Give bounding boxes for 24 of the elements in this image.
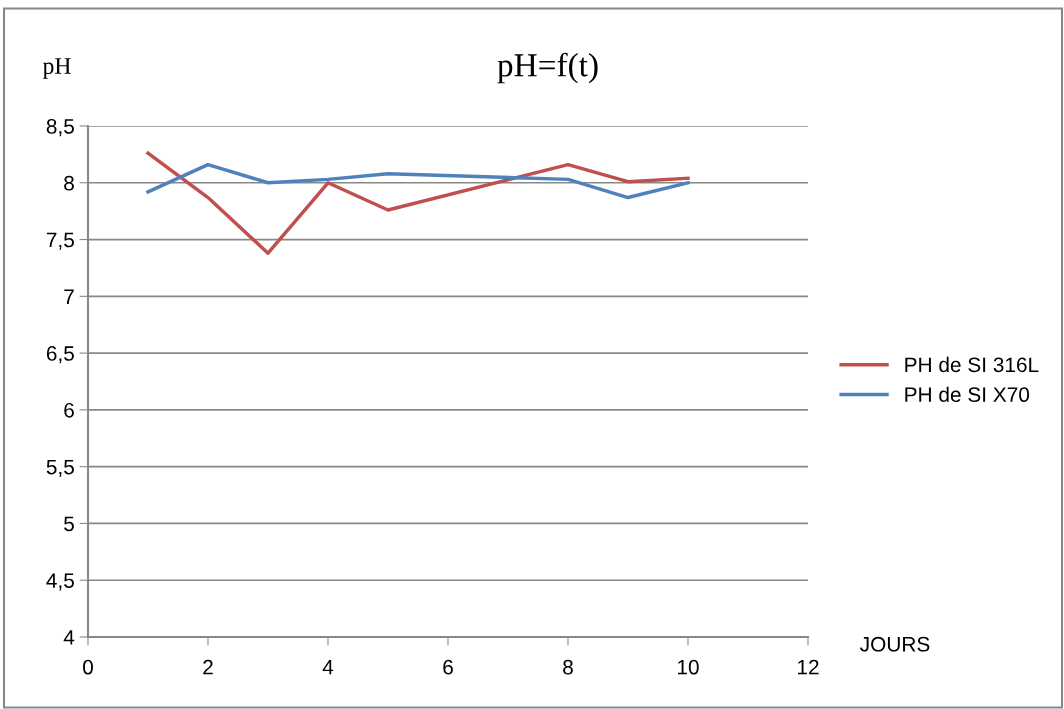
x-axis-title: JOURS — [860, 636, 930, 652]
x-tick-label: 12 — [798, 659, 819, 675]
x-tick-label: 10 — [678, 659, 699, 675]
legend-label: PH de SI X70 — [905, 386, 1030, 403]
y-axis-title: pH — [42, 58, 71, 79]
y-tick-label: 6,5 — [46, 346, 74, 364]
y-tick-label: 5,5 — [46, 459, 74, 477]
x-tick-label: 0 — [83, 659, 93, 675]
x-tick-label: 4 — [322, 659, 334, 675]
line-series — [146, 151, 690, 255]
x-tick-label: 6 — [443, 659, 453, 675]
chart-title: pH=f(t) — [497, 52, 598, 84]
y-tick-label: 6 — [64, 402, 74, 418]
y-tick-label: 5 — [64, 516, 74, 532]
legend-label: PH de SI 316L — [905, 356, 1039, 373]
y-tick-label: 4,5 — [46, 573, 74, 591]
y-tick-label: 7 — [64, 289, 74, 304]
y-tick-label: 8 — [64, 175, 74, 191]
line-series — [146, 162, 690, 200]
y-tick-label: 4 — [63, 630, 75, 645]
x-tick-label: 8 — [563, 659, 573, 675]
y-tick-label: 7,5 — [46, 232, 74, 250]
x-tick-label: 2 — [203, 659, 213, 675]
y-tick-label: 8,5 — [46, 119, 74, 137]
